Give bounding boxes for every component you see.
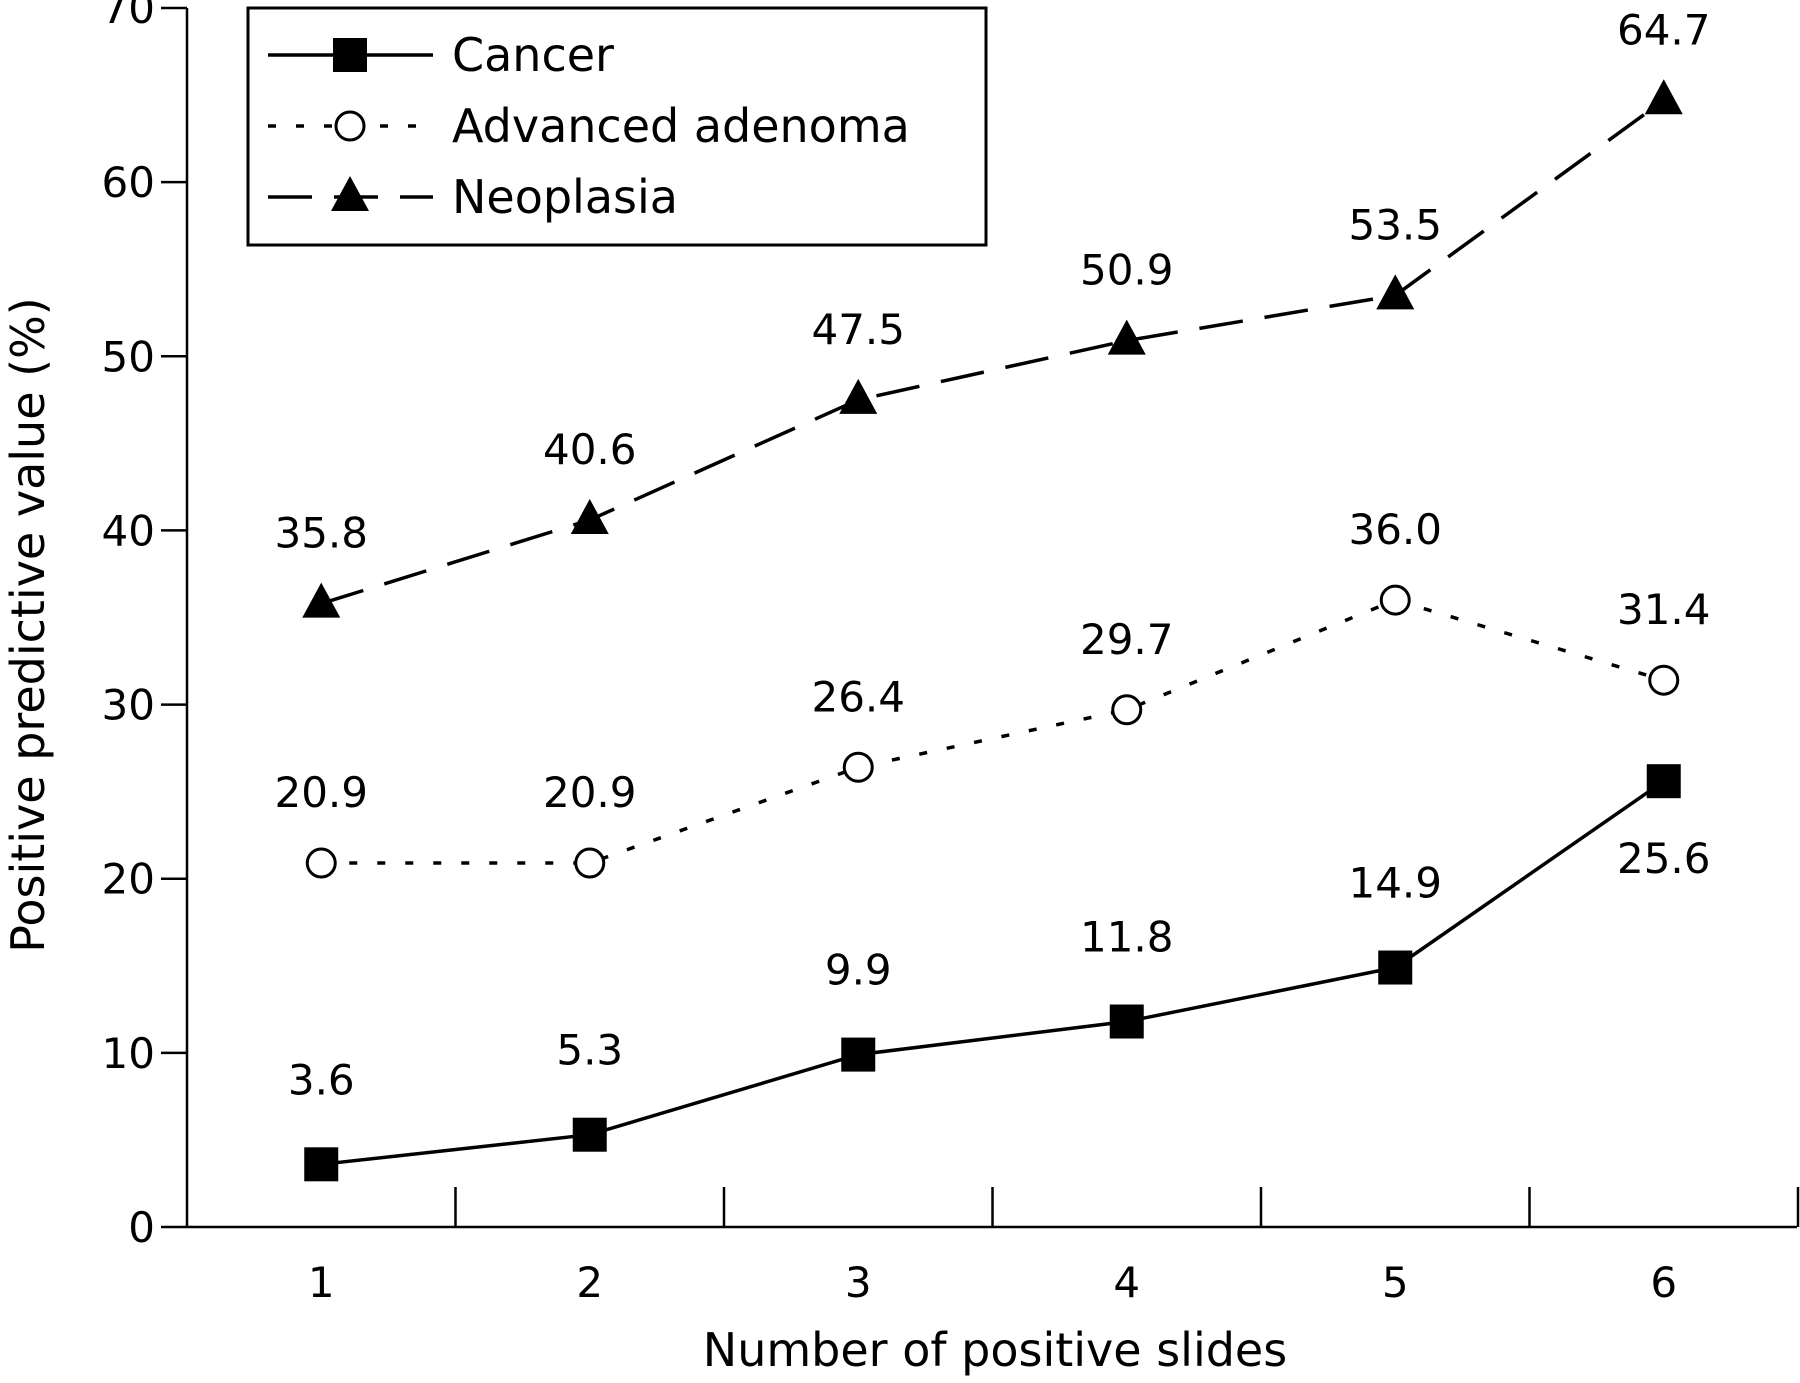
- cancer-data-label: 14.9: [1348, 859, 1442, 908]
- x-axis-title: Number of positive slides: [703, 1323, 1287, 1377]
- advanced-adenoma-data-label: 20.9: [543, 768, 637, 817]
- neoplasia-data-label: 53.5: [1348, 200, 1442, 249]
- legend-advanced-adenoma-label: Advanced adenoma: [452, 99, 910, 153]
- neoplasia-data-label: 47.5: [811, 305, 905, 354]
- series-layer: [302, 79, 1683, 1182]
- neoplasia-triangle-marker: [302, 582, 341, 618]
- neoplasia-data-label: 40.6: [543, 425, 637, 474]
- neoplasia-data-label: 50.9: [1080, 246, 1174, 295]
- cancer-data-label: 9.9: [825, 946, 892, 995]
- axes: 0 10 20 30 40 50 60 70 1 2 3 4 5 6: [102, 0, 1800, 1307]
- cancer-data-label: 5.3: [556, 1026, 623, 1075]
- advanced-adenoma-data-label: 20.9: [274, 768, 368, 817]
- advanced-adenoma-circle-marker: [1111, 694, 1143, 726]
- cancer-square-marker: [572, 1117, 607, 1152]
- cancer-square-marker: [1646, 764, 1681, 799]
- x-tick-label: 3: [845, 1258, 872, 1307]
- y-tick-label: 70: [102, 0, 155, 33]
- neoplasia-triangle-marker: [1376, 274, 1415, 310]
- y-tick-label: 20: [102, 855, 155, 904]
- x-tick-label: 5: [1382, 1258, 1409, 1307]
- cancer-data-label: 25.6: [1617, 834, 1711, 883]
- legend-advanced-adenoma-circle-marker: [334, 110, 366, 142]
- advanced-adenoma-circle-marker: [1379, 584, 1411, 616]
- y-axis-title: Positive predictive value (%): [1, 297, 55, 952]
- neoplasia-series: [302, 79, 1683, 618]
- neoplasia-triangle-marker: [1644, 79, 1683, 115]
- legend-cancer-square-marker: [333, 38, 367, 72]
- legend-neoplasia-label: Neoplasia: [452, 170, 678, 224]
- advanced-adenoma-series: [305, 584, 1680, 879]
- legend: Cancer Advanced adenoma Neoplasia: [246, 6, 988, 247]
- neoplasia-triangle-marker: [1107, 319, 1146, 355]
- advanced-adenoma-circle-marker: [574, 847, 606, 879]
- cancer-square-marker: [304, 1147, 339, 1182]
- neoplasia-triangle-marker: [839, 378, 878, 414]
- legend-cancer-label: Cancer: [452, 28, 614, 82]
- cancer-line: [321, 779, 1665, 1167]
- neoplasia-data-label: 35.8: [274, 509, 368, 558]
- y-tick-label: 10: [102, 1029, 155, 1078]
- cancer-square-marker: [1109, 1004, 1144, 1039]
- x-tick-label: 4: [1113, 1258, 1140, 1307]
- cancer-square-marker: [841, 1037, 876, 1072]
- advanced-adenoma-data-label: 36.0: [1348, 505, 1442, 554]
- advanced-adenoma-circle-marker: [305, 847, 337, 879]
- x-tick-label: 6: [1650, 1258, 1677, 1307]
- y-tick-label: 0: [128, 1203, 155, 1252]
- data-labels: 3.6 5.3 9.9 11.8 14.9 25.6 20.9 20.9 26.4 29.7 36.…: [274, 5, 1710, 1104]
- cancer-data-label: 3.6: [288, 1055, 355, 1104]
- neoplasia-data-label: 64.7: [1617, 5, 1711, 54]
- legend-neoplasia-triangle-marker: [331, 176, 369, 211]
- cancer-series: [304, 764, 1681, 1182]
- advanced-adenoma-circle-marker: [842, 751, 874, 783]
- neoplasia-triangle-marker: [570, 498, 609, 534]
- advanced-adenoma-line: [321, 598, 1665, 865]
- neoplasia-line: [320, 98, 1665, 606]
- advanced-adenoma-circle-marker: [1648, 664, 1680, 696]
- y-tick-label: 60: [102, 158, 155, 207]
- advanced-adenoma-data-label: 31.4: [1617, 585, 1711, 634]
- cancer-data-label: 11.8: [1080, 913, 1174, 962]
- legend-box: [246, 6, 988, 247]
- y-tick-label: 30: [102, 681, 155, 730]
- x-tick-label: 2: [576, 1258, 603, 1307]
- x-tick-label: 1: [308, 1258, 335, 1307]
- y-tick-label: 40: [102, 506, 155, 555]
- advanced-adenoma-data-label: 29.7: [1080, 615, 1174, 664]
- cancer-square-marker: [1378, 950, 1413, 985]
- advanced-adenoma-data-label: 26.4: [811, 672, 905, 721]
- y-tick-label: 50: [102, 332, 155, 381]
